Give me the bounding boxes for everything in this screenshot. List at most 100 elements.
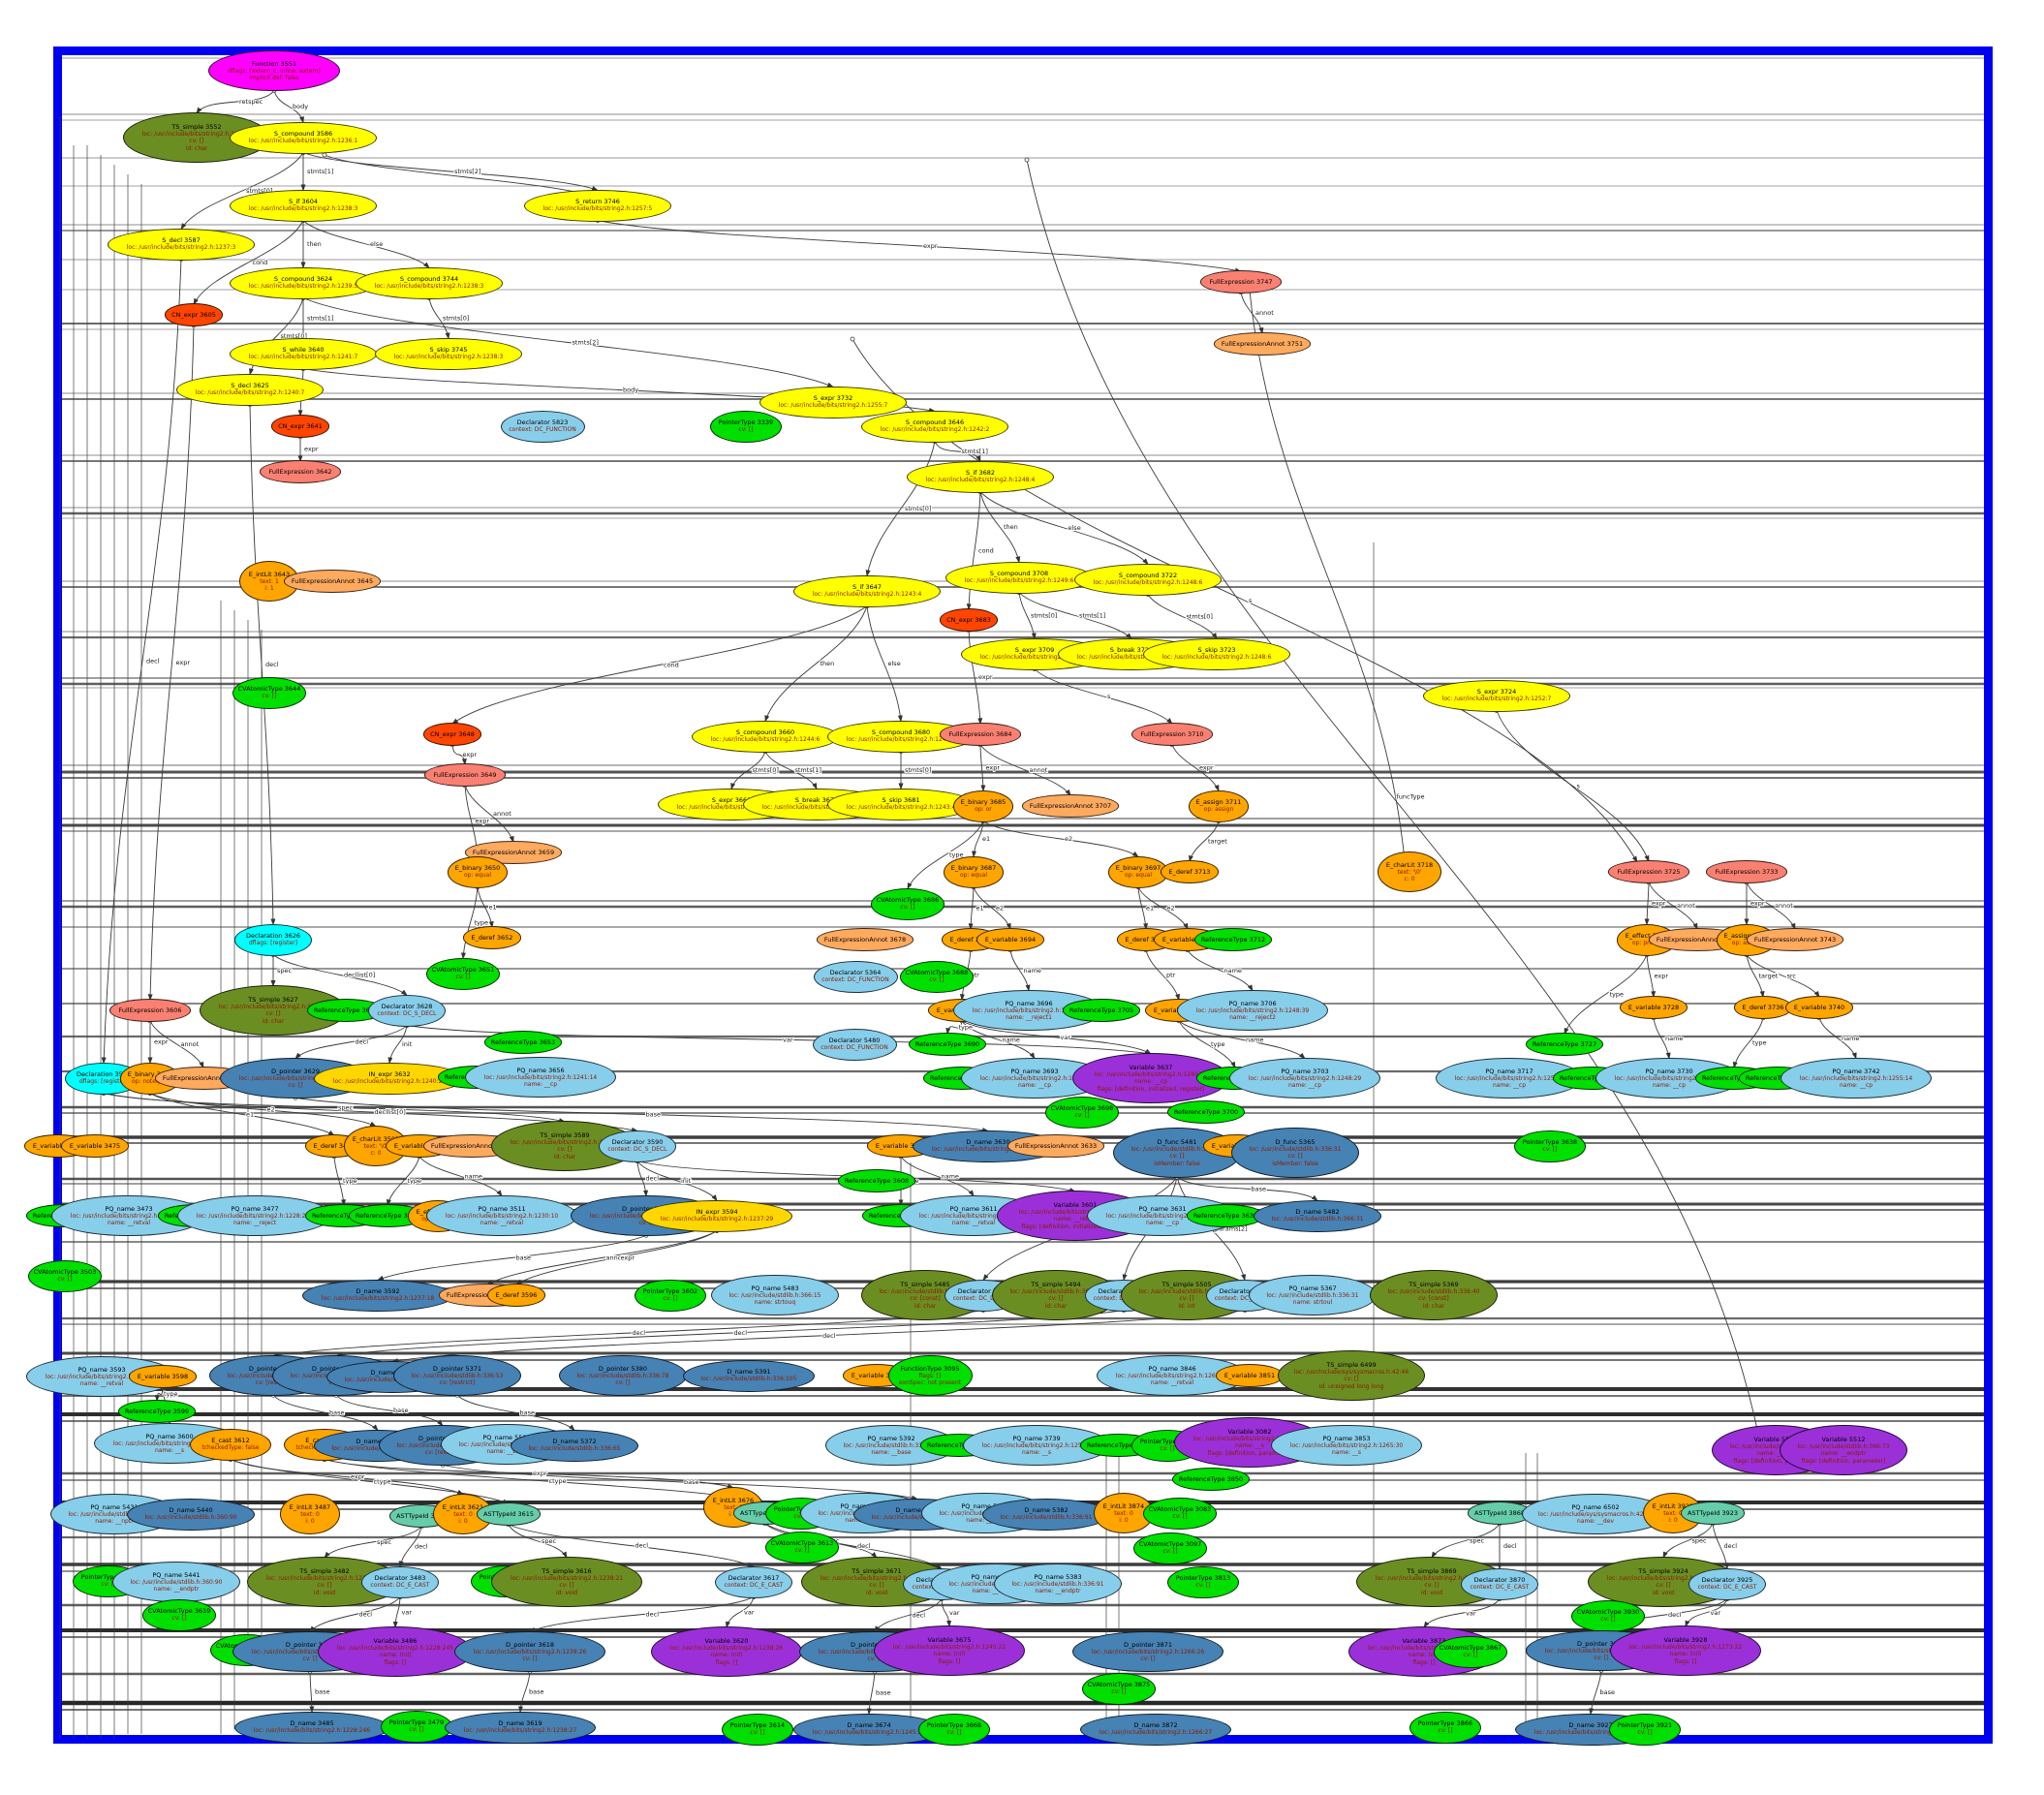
edge-label: type	[949, 851, 964, 859]
graph-node-fe3733: FullExpression 3733	[1706, 860, 1787, 883]
edge-label: s	[1249, 597, 1253, 604]
node-detail: name: __nptr	[966, 1517, 1005, 1524]
graph-node-pt3614: PointerType 3614 cv: []	[722, 1713, 793, 1746]
graph-node-dn3872: D_name 3872 loc: /usr/include/bits/string…	[1080, 1713, 1231, 1746]
node-detail: name: (nil)	[379, 1652, 412, 1659]
node-detail: cv: []	[1195, 1582, 1211, 1590]
graph-edge	[309, 1671, 315, 1714]
graph-edge	[1746, 954, 1820, 999]
graph-edge	[1009, 949, 1031, 992]
node-title: PointerType 3339	[718, 418, 774, 427]
node-title: S_compound 3708	[989, 570, 1049, 578]
graph-edge	[730, 751, 766, 790]
node-title: PointerType 3668	[926, 1721, 982, 1730]
node-title: FullExpressionAnnot 3751	[1221, 340, 1304, 348]
graph-edge	[147, 325, 195, 1002]
node-title: E_intLit 3643	[248, 570, 291, 578]
node-detail: cv: []	[750, 1729, 765, 1737]
edge-label: type	[475, 919, 489, 927]
node-title: ReferenceType 3741	[1745, 1074, 1811, 1082]
edge-label: base	[1600, 1688, 1616, 1696]
graph-edge	[725, 1596, 755, 1628]
node-title: PQ_name 3477	[231, 1204, 279, 1213]
graph-node-cv3867: CVAtomicType 3867 cv: []	[1433, 1635, 1508, 1668]
node-detail: loc: /usr/include/stdlib.h:366:40	[879, 1287, 972, 1295]
node-detail: name: strtoul	[1292, 1299, 1333, 1306]
node-detail: op: or	[975, 806, 992, 814]
node-detail: loc: /usr/include/bits/string2.h:1237:29	[660, 1216, 774, 1223]
edge-label: expr	[476, 818, 490, 825]
graph-node-pq5483: PQ_name 5483 loc: /usr/include/stdlib.h:3…	[711, 1274, 839, 1316]
edge-label: ptr	[971, 972, 980, 979]
node-title: Declaration 3588	[76, 1070, 132, 1079]
node-detail: cv: []	[1542, 1146, 1558, 1154]
graph-edge	[982, 820, 1139, 858]
edge-label: stmts[0]	[1031, 612, 1057, 620]
node-title: ReferenceType 3738	[926, 1441, 992, 1449]
edge-label: stmts[0]	[1187, 613, 1213, 621]
node-detail: loc: /usr/include/bits/string2.h:1234:1	[141, 130, 252, 138]
node-title: ReferenceType 3712	[1200, 936, 1266, 944]
node-detail: name: __s	[1234, 1442, 1265, 1450]
node-detail: loc: /usr/include/bits/string2.h:1265:18	[1115, 1372, 1229, 1379]
node-detail: cv: []	[1074, 1112, 1090, 1120]
edge-label: expr	[978, 673, 993, 681]
node-title: ReferenceType 3705	[1068, 1006, 1134, 1014]
node-title: FullExpressionAnnot 3633	[1014, 1142, 1098, 1150]
node-title: TS_simple 3924	[1638, 1566, 1688, 1575]
edge-label: annot	[493, 810, 511, 818]
graph-edge	[979, 491, 1021, 564]
node-detail: loc: /usr/include/bits/string2.h:1248:17	[972, 1006, 1086, 1014]
edge-label: target	[1208, 837, 1227, 845]
graph-node-ea3711: E_assign 3711 op: assign	[1188, 789, 1250, 822]
node-detail: loc: /usr/include/bits/string2.h:1243:4	[846, 804, 956, 812]
graph-node-dp5380: D_pointer 5380 loc: /usr/include/stdlib.h…	[559, 1354, 687, 1397]
node-detail: loc: /usr/include/stdlib.h:366:73	[1009, 1287, 1102, 1295]
edge-label: expr	[351, 1473, 365, 1481]
node-title: S_expr 3724	[1476, 688, 1517, 696]
node-title: ReferenceType 3735	[1701, 1074, 1767, 1082]
node-title: E_charLit 3502	[352, 1134, 400, 1143]
graph-edge	[1178, 1020, 1236, 1069]
graph-node-rt3690: ReferenceType 3690	[908, 1033, 987, 1056]
node-title: TS_simple 3869	[1407, 1566, 1457, 1575]
node-detail: id: void	[1420, 1589, 1443, 1596]
graph-node-se3724: S_expr 3724 loc: /usr/include/bits/string…	[1422, 679, 1571, 712]
graph-node-ts3627: TS_simple 3627 loc: /usr/include/bits/str…	[199, 985, 348, 1036]
node-detail: loc: /usr/include/bits/string2.h:1240:22	[1105, 1212, 1220, 1220]
node-detail: c: 0	[370, 1150, 382, 1157]
graph-edge	[398, 1526, 422, 1568]
node-title: IN_expr 3632	[368, 1070, 411, 1079]
graph-node-ss3745: S_skip 3745 loc: /usr/include/bits/string…	[374, 337, 523, 370]
edge-label: e2	[1167, 904, 1175, 912]
node-detail: context: DC_S_DECL	[607, 1146, 667, 1154]
node-title: S_compound 3744	[399, 275, 459, 284]
edge-label: spec	[277, 967, 293, 975]
node-title: D_pointer 3591	[621, 1204, 671, 1213]
graph-node-ev3694: E_variable 3694	[976, 928, 1044, 951]
graph-edge	[968, 630, 983, 726]
node-title: Variable 3873	[1402, 1636, 1446, 1645]
edge-label: type	[1211, 1040, 1225, 1048]
node-detail: flags: []	[715, 1658, 738, 1666]
graph-edge	[149, 1093, 335, 1136]
graph-node-cv3097: CVAtomicType 3097 cv: []	[1132, 1532, 1208, 1564]
node-detail: name: __s	[1331, 1449, 1362, 1456]
edge-label: e1	[976, 904, 984, 912]
node-title: E_binary 3607	[127, 1070, 173, 1079]
node-title: PQ_name 3703	[1281, 1067, 1329, 1075]
node-detail: loc: /usr/include/bits/string2.h:1228:22…	[196, 1212, 314, 1220]
node-title: S_skip 3681	[882, 796, 920, 805]
graph-node-v3928: Variable 3928 loc: /usr/include/bits/stri…	[1610, 1625, 1761, 1676]
node-detail: loc: /usr/include/bits/string2.h:1255:7	[778, 402, 888, 410]
graph-node-cv3686: CVAtomicType 3686 cv: []	[870, 887, 945, 920]
node-detail: loc: /usr/include/bits/string2.h:1250:9	[1454, 1074, 1564, 1082]
node-detail: name: __cp	[1492, 1082, 1527, 1089]
node-title: PQ_name 5441	[152, 1570, 201, 1579]
node-title: S_expr 3661	[711, 796, 752, 805]
node-title: Variable 3620	[704, 1636, 749, 1645]
edge-label: base	[646, 1110, 662, 1118]
graph-node-pt3813: PointerType 3813 cv: []	[1167, 1565, 1239, 1598]
graph-edge	[508, 1524, 568, 1559]
node-title: FullExpressionAnnot 3645	[291, 577, 374, 585]
